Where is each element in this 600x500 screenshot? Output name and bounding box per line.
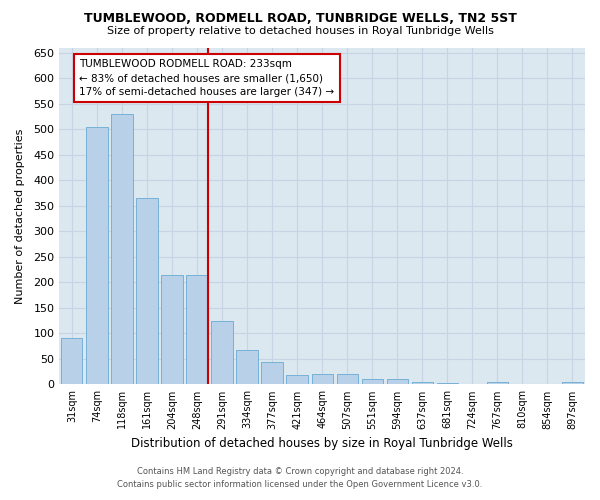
Bar [412, 382, 433, 384]
Bar [386, 380, 408, 384]
Bar [311, 374, 333, 384]
Bar [187, 274, 208, 384]
Bar [286, 375, 308, 384]
Bar [262, 362, 283, 384]
Bar [61, 338, 82, 384]
Text: Contains HM Land Registry data © Crown copyright and database right 2024.
Contai: Contains HM Land Registry data © Crown c… [118, 468, 482, 489]
Bar [136, 198, 158, 384]
Bar [362, 380, 383, 384]
Bar [161, 274, 182, 384]
Y-axis label: Number of detached properties: Number of detached properties [15, 128, 25, 304]
Bar [487, 382, 508, 384]
X-axis label: Distribution of detached houses by size in Royal Tunbridge Wells: Distribution of detached houses by size … [131, 437, 513, 450]
Text: Size of property relative to detached houses in Royal Tunbridge Wells: Size of property relative to detached ho… [107, 26, 493, 36]
Bar [111, 114, 133, 384]
Bar [211, 320, 233, 384]
Bar [236, 350, 258, 384]
Bar [562, 382, 583, 384]
Bar [337, 374, 358, 384]
Bar [437, 383, 458, 384]
Text: TUMBLEWOOD, RODMELL ROAD, TUNBRIDGE WELLS, TN2 5ST: TUMBLEWOOD, RODMELL ROAD, TUNBRIDGE WELL… [83, 12, 517, 26]
Bar [86, 126, 107, 384]
Text: TUMBLEWOOD RODMELL ROAD: 233sqm
← 83% of detached houses are smaller (1,650)
17%: TUMBLEWOOD RODMELL ROAD: 233sqm ← 83% of… [79, 59, 334, 97]
